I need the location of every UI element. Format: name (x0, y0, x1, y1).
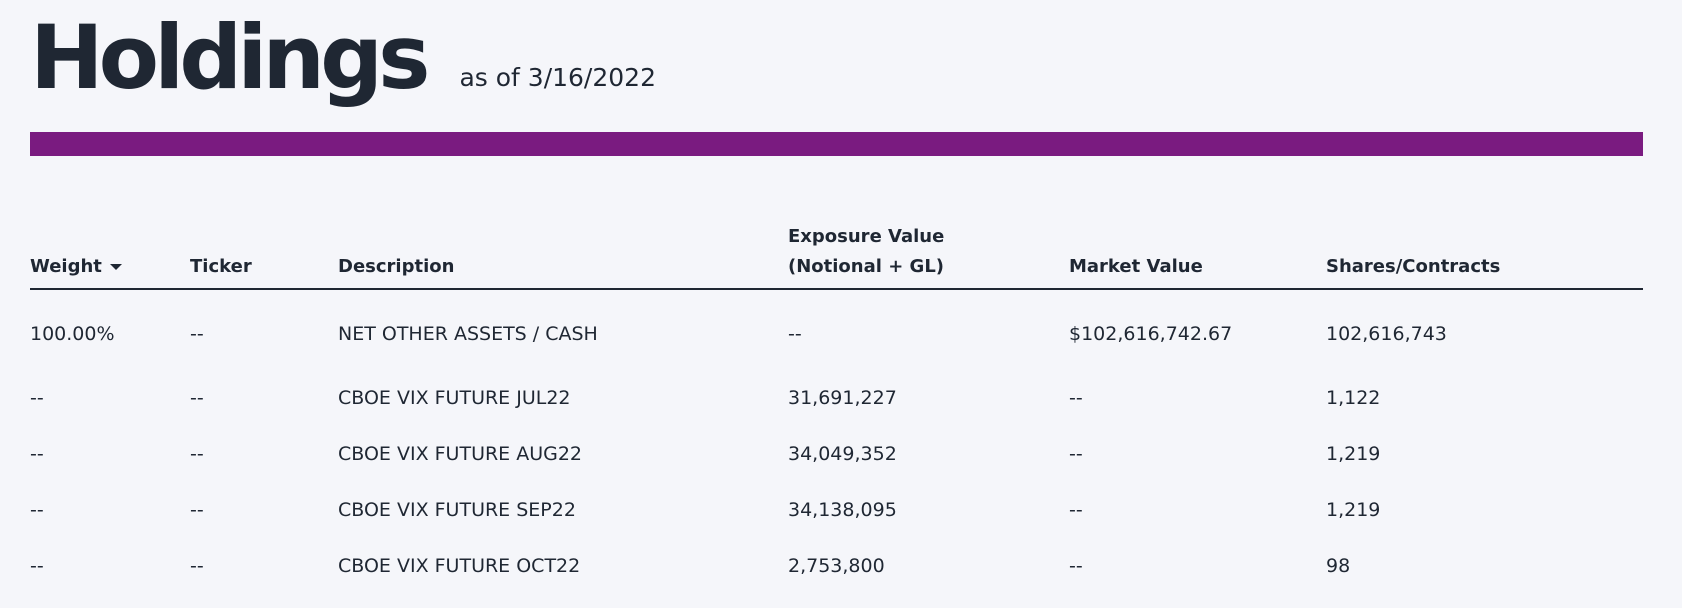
column-header-weight-label: Weight (30, 256, 102, 277)
cell-ticker: -- (190, 387, 204, 409)
cell-shares-contracts: 1,122 (1326, 387, 1381, 409)
table-row: 100.00% -- NET OTHER ASSETS / CASH -- $1… (30, 289, 1643, 370)
page-header: Holdings as of 3/16/2022 (30, 14, 656, 102)
cell-ticker: -- (190, 443, 204, 465)
cell-weight: -- (30, 443, 44, 465)
table-row: -- -- CBOE VIX FUTURE OCT22 2,753,800 --… (30, 538, 1643, 594)
cell-market-value: -- (1069, 555, 1083, 577)
column-header-shares-label: Shares/Contracts (1326, 256, 1501, 277)
cell-ticker: -- (190, 555, 204, 577)
table-row: -- -- CBOE VIX FUTURE AUG22 34,049,352 -… (30, 426, 1643, 482)
cell-market-value: $102,616,742.67 (1069, 323, 1233, 345)
holdings-table: Weight Ticker Description Exposure Value… (30, 222, 1643, 594)
cell-exposure-value: -- (788, 323, 802, 345)
column-header-weight[interactable]: Weight (30, 222, 190, 290)
column-header-shares-contracts[interactable]: Shares/Contracts (1326, 222, 1643, 290)
cell-market-value: -- (1069, 499, 1083, 521)
cell-description: CBOE VIX FUTURE SEP22 (338, 499, 576, 521)
column-header-ticker-label: Ticker (190, 256, 252, 277)
cell-ticker: -- (190, 499, 204, 521)
column-header-exposure-label-line1: Exposure Value (788, 226, 945, 247)
column-header-market-value-label: Market Value (1069, 256, 1203, 277)
cell-weight: -- (30, 499, 44, 521)
cell-exposure-value: 34,049,352 (788, 443, 897, 465)
caret-down-icon (109, 264, 122, 270)
cell-market-value: -- (1069, 387, 1083, 409)
page-title: Holdings (30, 6, 430, 109)
cell-description: CBOE VIX FUTURE AUG22 (338, 443, 583, 465)
table-header-row: Weight Ticker Description Exposure Value… (30, 222, 1643, 290)
cell-exposure-value: 31,691,227 (788, 387, 897, 409)
cell-market-value: -- (1069, 443, 1083, 465)
cell-ticker: -- (190, 323, 204, 345)
column-header-description-label: Description (338, 256, 455, 277)
cell-description: CBOE VIX FUTURE OCT22 (338, 555, 581, 577)
cell-description: NET OTHER ASSETS / CASH (338, 323, 598, 345)
column-header-exposure-value[interactable]: Exposure Value (Notional + GL) (788, 222, 1069, 290)
cell-exposure-value: 34,138,095 (788, 499, 897, 521)
cell-shares-contracts: 1,219 (1326, 499, 1381, 521)
table-row: -- -- CBOE VIX FUTURE JUL22 31,691,227 -… (30, 370, 1643, 426)
cell-shares-contracts: 1,219 (1326, 443, 1381, 465)
cell-shares-contracts: 98 (1326, 555, 1351, 577)
cell-weight: 100.00% (30, 323, 115, 345)
column-header-ticker[interactable]: Ticker (190, 222, 338, 290)
cell-weight: -- (30, 555, 44, 577)
cell-description: CBOE VIX FUTURE JUL22 (338, 387, 571, 409)
cell-weight: -- (30, 387, 44, 409)
column-header-exposure-label-line2: (Notional + GL) (788, 256, 945, 277)
accent-divider (30, 132, 1643, 156)
cell-exposure-value: 2,753,800 (788, 555, 885, 577)
as-of-date: as of 3/16/2022 (459, 63, 656, 92)
cell-shares-contracts: 102,616,743 (1326, 323, 1447, 345)
column-header-market-value[interactable]: Market Value (1069, 222, 1326, 290)
table-row: -- -- CBOE VIX FUTURE SEP22 34,138,095 -… (30, 482, 1643, 538)
column-header-description[interactable]: Description (338, 222, 788, 290)
